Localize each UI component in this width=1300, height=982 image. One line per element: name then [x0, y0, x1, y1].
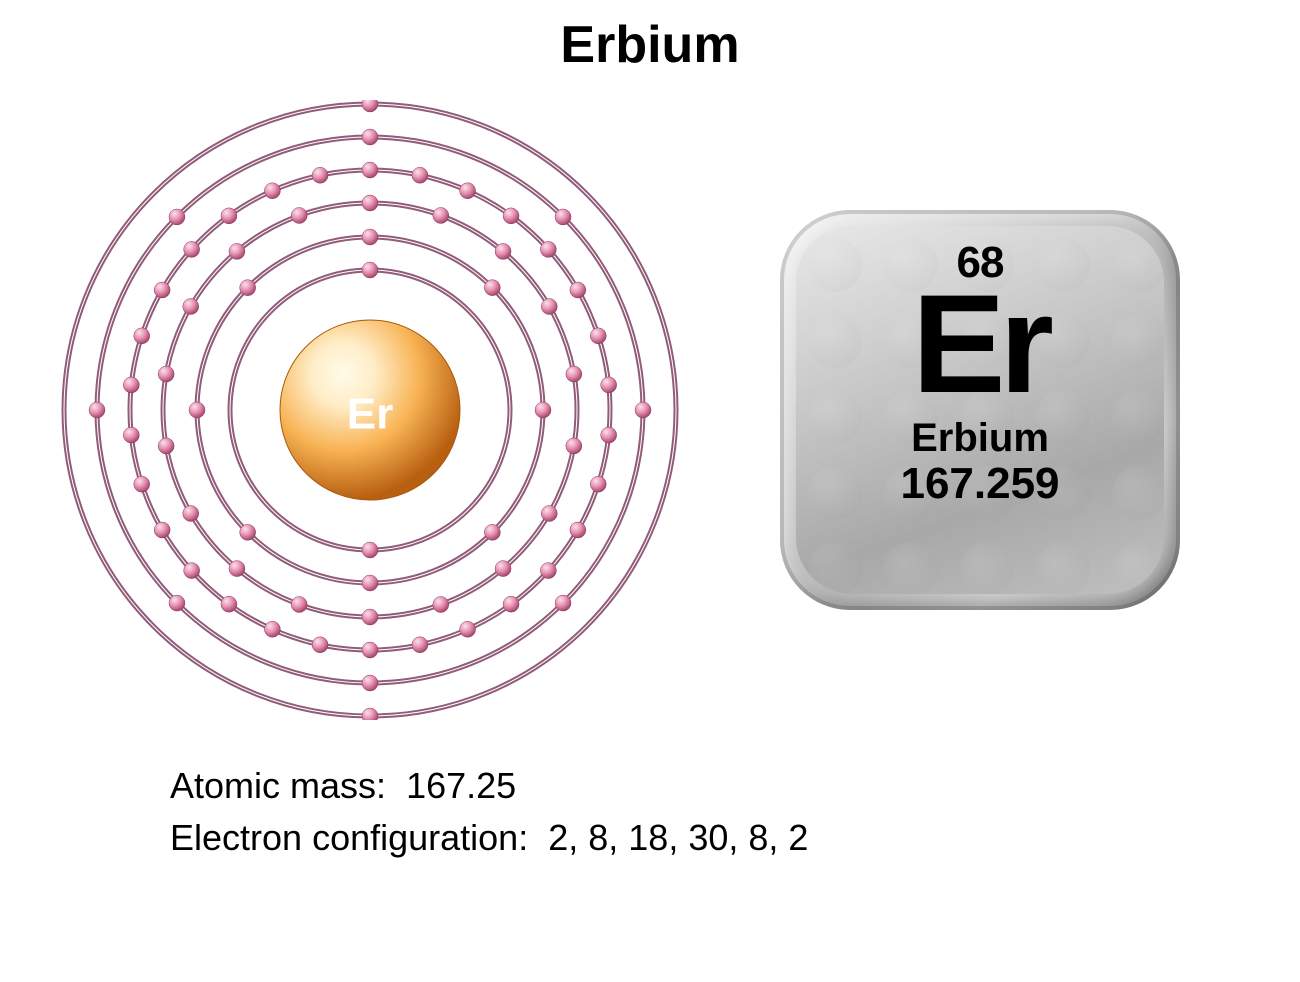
electron	[362, 262, 378, 278]
electron	[240, 280, 256, 296]
electron	[154, 522, 170, 538]
electron	[221, 208, 237, 224]
electron	[221, 596, 237, 612]
tile-content: 68 Er Erbium 167.259	[796, 226, 1164, 594]
electron	[158, 438, 174, 454]
electron	[123, 427, 139, 443]
electron	[312, 167, 328, 183]
electron	[503, 596, 519, 612]
element-symbol: Er	[912, 274, 1048, 414]
electron-config-value: 2, 8, 18, 30, 8, 2	[548, 817, 808, 858]
electron	[555, 209, 571, 225]
electron	[362, 162, 378, 178]
electron	[484, 524, 500, 540]
electron	[495, 561, 511, 577]
electron	[433, 597, 449, 613]
electron	[601, 377, 617, 393]
electron	[362, 195, 378, 211]
electron	[590, 328, 606, 344]
electron	[601, 427, 617, 443]
electron	[154, 282, 170, 298]
electron	[362, 575, 378, 591]
electron	[123, 377, 139, 393]
info-block: Atomic mass: 167.25 Electron configurati…	[170, 760, 808, 864]
electron	[184, 241, 200, 257]
electron	[635, 402, 651, 418]
electron	[362, 642, 378, 658]
electron	[362, 542, 378, 558]
electron	[134, 476, 150, 492]
electron	[460, 621, 476, 637]
electron	[495, 243, 511, 259]
electron	[264, 621, 280, 637]
nucleus-symbol: Er	[347, 390, 393, 439]
electron	[169, 595, 185, 611]
electron	[362, 100, 378, 112]
atomic-mass-value: 167.25	[406, 765, 516, 806]
element-mass: 167.259	[900, 459, 1059, 509]
electron	[134, 328, 150, 344]
element-tile: 68 Er Erbium 167.259	[780, 210, 1180, 610]
electron	[189, 402, 205, 418]
electron	[433, 207, 449, 223]
electron	[412, 167, 428, 183]
electron	[184, 563, 200, 579]
electron	[570, 282, 586, 298]
electron	[566, 438, 582, 454]
electron	[291, 597, 307, 613]
electron	[362, 675, 378, 691]
electron	[484, 280, 500, 296]
electron	[229, 561, 245, 577]
electron	[535, 402, 551, 418]
electron	[89, 402, 105, 418]
electron	[570, 522, 586, 538]
electron	[183, 299, 199, 315]
electron-config-label: Electron configuration:	[170, 817, 528, 858]
atom-diagram: Er	[60, 100, 680, 720]
electron	[503, 208, 519, 224]
atomic-mass-label: Atomic mass:	[170, 765, 386, 806]
atom-svg: Er	[60, 100, 680, 720]
electron	[412, 637, 428, 653]
element-title: Erbium	[0, 15, 1300, 75]
tile-inner: 68 Er Erbium 167.259	[796, 226, 1164, 594]
electron	[540, 563, 556, 579]
electron	[460, 183, 476, 199]
electron	[312, 637, 328, 653]
electron	[291, 207, 307, 223]
electron	[264, 183, 280, 199]
electron	[590, 476, 606, 492]
atomic-mass-row: Atomic mass: 167.25	[170, 760, 808, 812]
electron	[362, 129, 378, 145]
electron	[540, 241, 556, 257]
electron	[240, 524, 256, 540]
electron	[158, 366, 174, 382]
electron	[183, 506, 199, 522]
electron	[566, 366, 582, 382]
electron	[362, 229, 378, 245]
electron-config-row: Electron configuration: 2, 8, 18, 30, 8,…	[170, 812, 808, 864]
electron	[362, 609, 378, 625]
electron	[169, 209, 185, 225]
electron	[229, 243, 245, 259]
electron	[555, 595, 571, 611]
electron	[362, 708, 378, 720]
electron	[541, 506, 557, 522]
electron	[541, 299, 557, 315]
element-name: Erbium	[911, 416, 1049, 461]
